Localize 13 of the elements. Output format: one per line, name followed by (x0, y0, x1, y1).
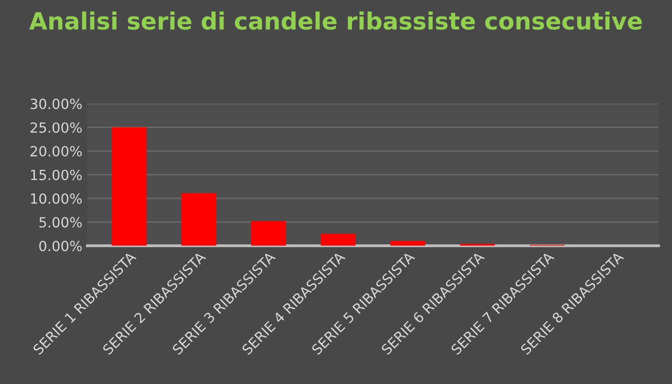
y-tick-label: 25.00% (30, 122, 82, 133)
y-tick-label: 0.00% (39, 240, 82, 252)
bar (251, 221, 286, 246)
bar (181, 193, 216, 246)
y-tick-label: 15.00% (31, 170, 82, 180)
y-tick-label: 30.00% (30, 98, 82, 110)
chart-title: Analisi serie di candele ribassiste consecutive (29, 12, 642, 30)
y-tick-label: 10.00% (31, 193, 82, 204)
bar (390, 241, 426, 246)
bar (320, 234, 356, 246)
y-tick-label: 5.00% (39, 217, 82, 228)
bar (112, 127, 147, 246)
y-tick-label: 20.00% (30, 146, 82, 157)
